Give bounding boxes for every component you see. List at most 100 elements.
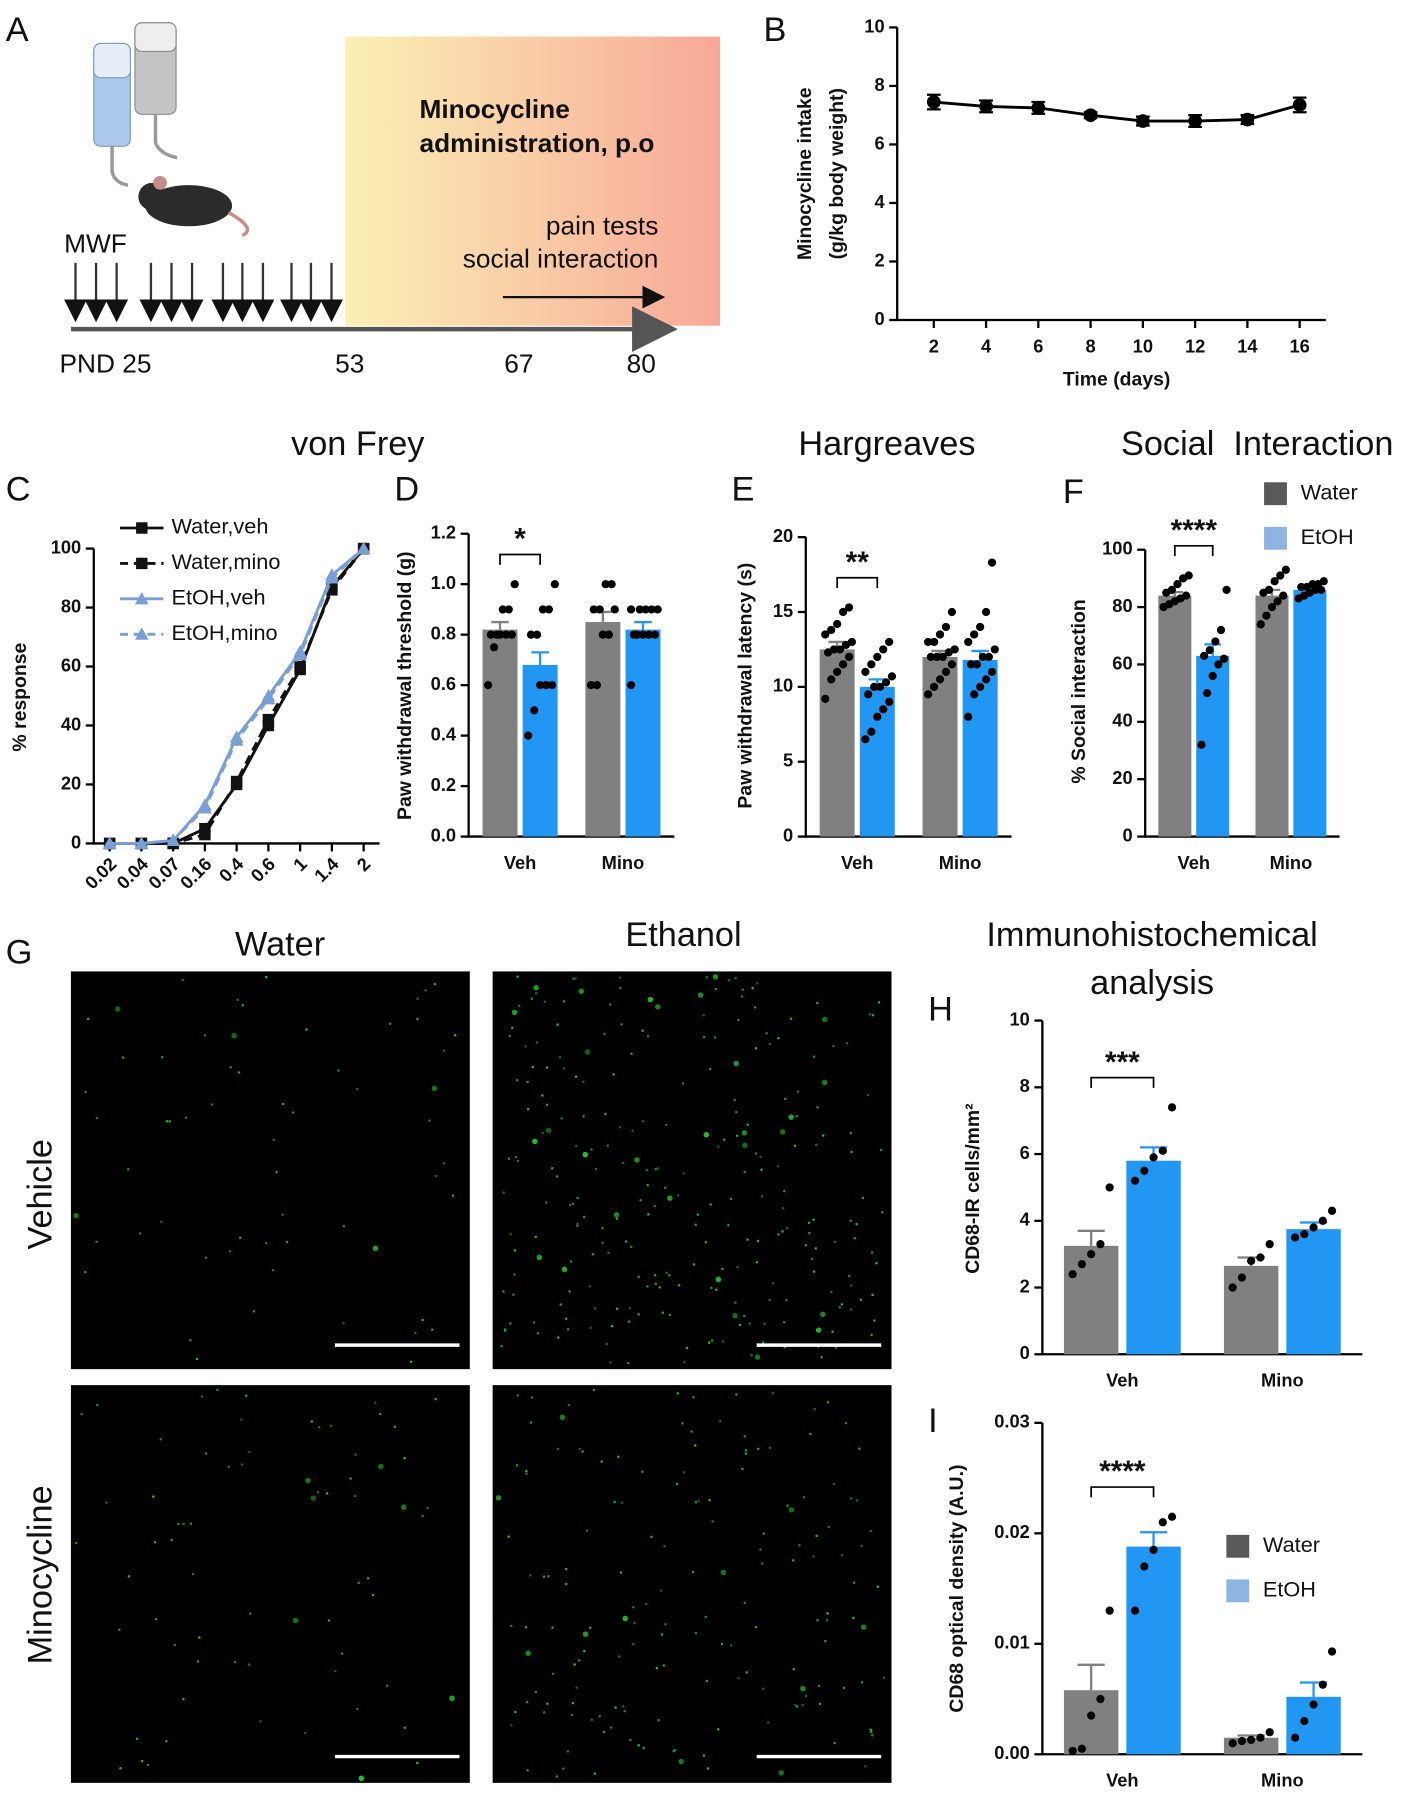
legend-marker bbox=[134, 592, 149, 605]
fluorescence-speck bbox=[733, 1098, 736, 1102]
fluorescence-speck bbox=[582, 1080, 585, 1084]
fluorescence-speck bbox=[578, 988, 585, 994]
fluorescence-speck bbox=[653, 1204, 656, 1208]
fluorescence-speck bbox=[654, 1167, 658, 1171]
fluorescence-speck bbox=[734, 1301, 737, 1304]
fluorescence-speck bbox=[745, 1671, 748, 1674]
data-point bbox=[504, 605, 513, 614]
fluorescence-speck bbox=[840, 1303, 844, 1306]
fluorescence-speck bbox=[741, 1130, 748, 1136]
fluorescence-speck bbox=[785, 1298, 788, 1302]
fluorescence-speck bbox=[317, 1425, 321, 1429]
data-point bbox=[626, 681, 636, 690]
fluorescence-speck bbox=[95, 1116, 99, 1120]
fluorescence-speck bbox=[868, 1012, 872, 1016]
fluorescence-speck bbox=[632, 1642, 635, 1646]
fluorescence-speck bbox=[431, 1328, 434, 1331]
timeline-label: 67 bbox=[504, 349, 533, 379]
fluorescence-speck bbox=[729, 1644, 733, 1647]
error-bar bbox=[1139, 1531, 1168, 1547]
fluorescence-speck bbox=[871, 1013, 875, 1017]
data-point bbox=[1087, 1711, 1096, 1720]
data-point bbox=[644, 630, 654, 639]
fluorescence-speck bbox=[503, 1327, 507, 1331]
fluorescence-speck bbox=[612, 1073, 615, 1076]
x-tick-label: 2 bbox=[352, 853, 374, 875]
fluorescence-speck bbox=[378, 1412, 382, 1416]
fluorescence-speck bbox=[810, 1257, 814, 1261]
data-point bbox=[489, 643, 499, 652]
fluorescence-speck bbox=[812, 1055, 816, 1058]
fluorescence-speck bbox=[658, 1286, 662, 1289]
bar bbox=[1126, 1160, 1181, 1355]
error-bar bbox=[531, 651, 549, 665]
fluorescence-speck bbox=[613, 1212, 620, 1218]
fluorescence-speck bbox=[416, 1017, 419, 1021]
fluorescence-speck bbox=[426, 1506, 429, 1510]
fluorescence-speck bbox=[722, 1138, 726, 1141]
fluorescence-speck bbox=[598, 1714, 601, 1718]
fluorescence-speck bbox=[189, 1338, 192, 1342]
data-point bbox=[833, 619, 842, 629]
fluorescence-speck bbox=[665, 1271, 668, 1275]
y-tick-label: 0 bbox=[874, 308, 884, 329]
fluorescence-speck bbox=[753, 1006, 757, 1009]
fluorescence-speck bbox=[237, 1071, 241, 1074]
fluorescence-speck bbox=[337, 1069, 340, 1072]
fluorescence-speck bbox=[566, 1328, 570, 1331]
fluorescence-speck bbox=[513, 1249, 517, 1252]
legend-marker bbox=[136, 557, 148, 570]
fluorescence-speck bbox=[73, 1212, 79, 1219]
fluorescence-speck bbox=[801, 1703, 804, 1707]
fluorescence-speck bbox=[815, 1143, 818, 1147]
fluorescence-speck bbox=[771, 1282, 775, 1285]
fluorescence-speck bbox=[613, 1500, 616, 1504]
fluorescence-speck bbox=[720, 1569, 727, 1576]
data-point bbox=[990, 645, 999, 654]
x-tick-label: Veh bbox=[1106, 1770, 1139, 1791]
fluorescence-speck bbox=[705, 975, 709, 979]
data-point bbox=[833, 667, 842, 677]
panel-a: A Minocycline administration, p.o pain t… bbox=[6, 11, 721, 379]
fluorescence-speck bbox=[622, 1705, 625, 1708]
fluorescence-speck bbox=[105, 1501, 108, 1504]
y-tick-label: 8 bbox=[874, 74, 884, 95]
fluorescence-speck bbox=[617, 1655, 621, 1658]
fluorescence-speck bbox=[584, 1049, 591, 1055]
fluorescence-speck bbox=[583, 1649, 586, 1653]
fluorescence-speck bbox=[631, 1129, 634, 1132]
fluorescence-speck bbox=[849, 1219, 852, 1222]
fluorescence-speck bbox=[760, 1168, 763, 1171]
fluorescence-speck bbox=[604, 1112, 607, 1116]
fluorescence-speck bbox=[768, 1446, 772, 1450]
fluorescence-speck bbox=[870, 1730, 873, 1733]
data-point bbox=[641, 605, 650, 614]
fluorescence-speck bbox=[760, 1195, 764, 1198]
fluorescence-speck bbox=[244, 1394, 248, 1397]
fluorescence-speck bbox=[873, 1319, 876, 1322]
fluorescence-speck bbox=[534, 1690, 538, 1694]
y-axis-label: Paw withdrawal latency (s) bbox=[734, 563, 756, 809]
row-label: Minocycline bbox=[21, 1485, 59, 1664]
fluorescence-speck bbox=[877, 1001, 881, 1004]
data-point bbox=[1087, 1250, 1096, 1259]
fluorescence-speck bbox=[667, 1195, 673, 1201]
y-tick-label: 0 bbox=[783, 824, 793, 845]
fluorescence-speck bbox=[138, 1232, 142, 1235]
fluorescence-speck bbox=[697, 1499, 700, 1503]
fluorescence-speck bbox=[735, 1110, 738, 1114]
data-point bbox=[550, 580, 559, 589]
fluorescence-speck bbox=[777, 1037, 780, 1040]
fluorescence-speck bbox=[663, 1544, 666, 1548]
axis-line bbox=[896, 27, 1326, 322]
fluorescence-speck bbox=[619, 986, 622, 990]
data-point bbox=[638, 630, 648, 639]
fluorescence-speck bbox=[623, 1709, 627, 1713]
fluorescence-speck bbox=[692, 1263, 696, 1266]
data-point bbox=[827, 625, 836, 635]
data-point bbox=[885, 637, 894, 647]
fluorescence-speck bbox=[602, 1730, 606, 1734]
fluorescence-speck bbox=[798, 1543, 801, 1547]
data-point bbox=[1158, 1146, 1167, 1155]
fluorescence-speck bbox=[428, 1119, 431, 1122]
